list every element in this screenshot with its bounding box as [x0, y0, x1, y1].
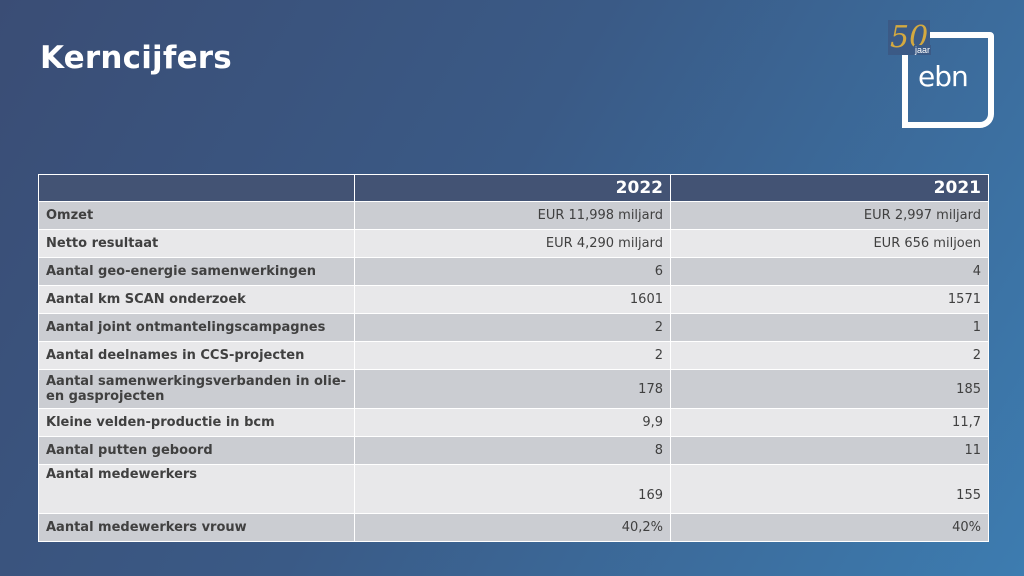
- table-row: Netto resultaat EUR 4,290 miljard EUR 65…: [38, 229, 989, 258]
- row-label: Aantal putten geboord: [38, 436, 355, 465]
- logo-brand: ebn: [918, 60, 969, 93]
- key-figures-table: 2022 2021 Omzet EUR 11,998 miljard EUR 2…: [38, 174, 989, 542]
- header-2021: 2021: [670, 174, 989, 202]
- value-2022: 6: [354, 257, 671, 286]
- header-2022: 2022: [354, 174, 671, 202]
- row-label: Netto resultaat: [38, 229, 355, 258]
- table-row: Aantal medewerkers vrouw 40,2% 40%: [38, 513, 989, 542]
- table-row: Aantal putten geboord 8 11: [38, 436, 989, 465]
- value-2021: 40%: [670, 513, 989, 542]
- value-2021: 1571: [670, 285, 989, 314]
- table-row: Aantal medewerkers 169 155: [38, 464, 989, 514]
- value-2021: 4: [670, 257, 989, 286]
- row-label: Omzet: [38, 201, 355, 230]
- table-row: Omzet EUR 11,998 miljard EUR 2,997 milja…: [38, 201, 989, 230]
- value-2021: EUR 2,997 miljard: [670, 201, 989, 230]
- logo-frame: [902, 32, 994, 128]
- table-row: Aantal samenwerkingsverbanden in olie- e…: [38, 369, 989, 409]
- ebn-logo: ebn 50 jaar: [888, 20, 994, 128]
- logo-anniversary-word: jaar: [914, 45, 932, 55]
- table-row: Aantal geo-energie samenwerkingen 6 4: [38, 257, 989, 286]
- value-2022: EUR 11,998 miljard: [354, 201, 671, 230]
- value-2021: 1: [670, 313, 989, 342]
- value-2022: 1601: [354, 285, 671, 314]
- value-2021: 2: [670, 341, 989, 370]
- table-row: Aantal deelnames in CCS-projecten 2 2: [38, 341, 989, 370]
- value-2022: 2: [354, 313, 671, 342]
- row-label: Aantal samenwerkingsverbanden in olie- e…: [38, 369, 355, 409]
- slide-title: Kerncijfers: [40, 40, 232, 76]
- value-2022: EUR 4,290 miljard: [354, 229, 671, 258]
- row-label: Aantal medewerkers: [38, 464, 355, 514]
- header-label: [38, 174, 355, 202]
- row-label: Aantal deelnames in CCS-projecten: [38, 341, 355, 370]
- value-2021: 185: [670, 369, 989, 409]
- value-2021: EUR 656 miljoen: [670, 229, 989, 258]
- value-2022: 9,9: [354, 408, 671, 437]
- row-label: Aantal geo-energie samenwerkingen: [38, 257, 355, 286]
- value-2021: 155: [670, 464, 989, 514]
- value-2021: 11: [670, 436, 989, 465]
- value-2022: 169: [354, 464, 671, 514]
- row-label: Kleine velden-productie in bcm: [38, 408, 355, 437]
- table-row: Kleine velden-productie in bcm 9,9 11,7: [38, 408, 989, 437]
- row-label: Aantal km SCAN onderzoek: [38, 285, 355, 314]
- value-2022: 8: [354, 436, 671, 465]
- row-label: Aantal joint ontmantelingscampagnes: [38, 313, 355, 342]
- table-row: Aantal km SCAN onderzoek 1601 1571: [38, 285, 989, 314]
- value-2022: 40,2%: [354, 513, 671, 542]
- row-label: Aantal medewerkers vrouw: [38, 513, 355, 542]
- value-2022: 178: [354, 369, 671, 409]
- table-row: Aantal joint ontmantelingscampagnes 2 1: [38, 313, 989, 342]
- value-2022: 2: [354, 341, 671, 370]
- value-2021: 11,7: [670, 408, 989, 437]
- table-header-row: 2022 2021: [38, 174, 989, 202]
